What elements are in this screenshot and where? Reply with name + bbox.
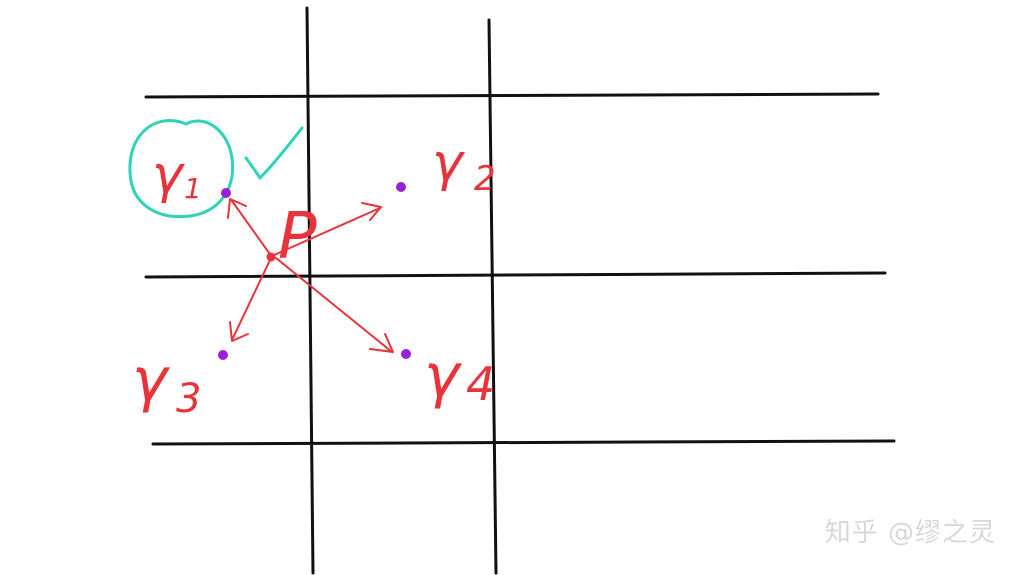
neighbor-labels: γ 1 γ 2 γ 3 γ 4 (132, 133, 496, 422)
grid-line-horizontal-3 (151, 439, 896, 446)
grid-line-vertical-2 (487, 18, 498, 575)
sample-dot-gamma-2 (396, 182, 406, 192)
gamma-2-subscript: 2 (474, 159, 496, 199)
gamma-4-label: γ (424, 341, 463, 411)
sample-dot-gamma-1 (221, 188, 231, 198)
arrow-to-gamma-3 (231, 259, 271, 341)
sample-dot-gamma-4 (401, 349, 411, 359)
arrow-head-gamma-2 (361, 202, 382, 221)
grid (144, 6, 896, 575)
watermark-label: 知乎 @缪之灵 (824, 518, 996, 548)
gamma-2-label: γ (432, 133, 466, 193)
sample-dot-gamma-3 (218, 350, 228, 360)
point-p-label: P (278, 200, 317, 274)
grid-line-vertical-1 (305, 6, 315, 575)
gamma-3-label: γ (132, 345, 171, 415)
arrow-to-gamma-1 (231, 200, 273, 258)
arrows (227, 198, 394, 353)
gamma-4-subscript: 4 (466, 357, 495, 411)
arrow-head-gamma-3 (229, 321, 249, 342)
arrow-head-gamma-1 (227, 198, 247, 219)
gamma-3-subscript: 3 (176, 376, 201, 422)
grid-line-horizontal-2 (144, 271, 887, 279)
grid-line-horizontal-1 (144, 92, 880, 99)
gamma-1-subscript: 1 (184, 172, 202, 205)
check-mark-icon (244, 126, 304, 180)
gamma-1-label: γ (152, 145, 186, 205)
sample-points (218, 182, 411, 360)
point-p-dot (266, 252, 276, 262)
selection-highlight (128, 119, 304, 219)
highlight-circle (128, 119, 235, 219)
arrow-to-gamma-4 (275, 257, 393, 353)
arrow-head-gamma-4 (369, 333, 394, 353)
arrow-to-gamma-2 (273, 207, 381, 256)
